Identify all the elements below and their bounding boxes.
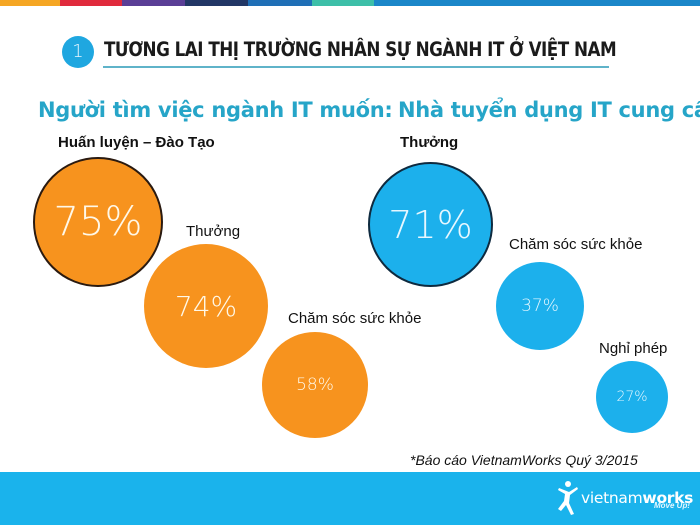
bubble-value: 37%	[521, 296, 559, 316]
bubble-value: 58%	[296, 375, 334, 395]
bubble-label: Nghỉ phép	[599, 340, 668, 357]
logo-tagline: Move Up!	[654, 501, 690, 510]
right-column-heading: Nhà tuyển dụng IT cung cấp:	[398, 98, 700, 122]
left-column-heading: Người tìm việc ngành IT muốn:	[38, 98, 393, 122]
color-segment-blue	[248, 0, 312, 6]
color-segment-navy	[185, 0, 248, 6]
bubble-value: 71%	[388, 202, 473, 247]
bubble-label: Huấn luyện – Đào Tạo	[58, 134, 215, 151]
color-segment-lightblue	[374, 0, 700, 6]
vietnamworks-logo: vietnamworks	[555, 476, 693, 520]
page-title: TƯƠNG LAI THỊ TRƯỜNG NHÂN SỰ NGÀNH IT Ở …	[104, 38, 617, 61]
top-color-bar	[0, 0, 700, 6]
bubble-27: 27%	[596, 361, 668, 433]
bubble-label: Chăm sóc sức khỏe	[288, 310, 422, 327]
bubble-value: 75%	[53, 199, 143, 245]
bubble-value: 74%	[174, 289, 238, 323]
bubble-71: 71%	[368, 162, 493, 287]
bubble-74: 74%	[144, 244, 268, 368]
bubble-37: 37%	[496, 262, 584, 350]
color-segment-orange	[0, 0, 60, 6]
section-number-badge: 1	[62, 36, 94, 68]
logo-text-bold: works	[642, 489, 694, 507]
footer-band	[0, 472, 700, 525]
bubble-value: 27%	[616, 389, 648, 405]
color-segment-red	[60, 0, 122, 6]
source-note: *Báo cáo VietnamWorks Quý 3/2015	[410, 452, 638, 468]
color-segment-purple	[122, 0, 185, 6]
bubble-75: 75%	[33, 157, 163, 287]
bubble-label: Thưởng	[400, 134, 459, 151]
logo-text: vietnamworks	[581, 489, 693, 507]
bubble-58: 58%	[262, 332, 368, 438]
bubble-label: Thưởng	[186, 223, 241, 240]
title-underline	[103, 66, 609, 68]
bubble-label: Chăm sóc sức khỏe	[509, 236, 643, 253]
logo-text-light: vietnam	[581, 489, 643, 507]
running-figure-icon	[558, 481, 578, 515]
color-segment-teal	[312, 0, 374, 6]
